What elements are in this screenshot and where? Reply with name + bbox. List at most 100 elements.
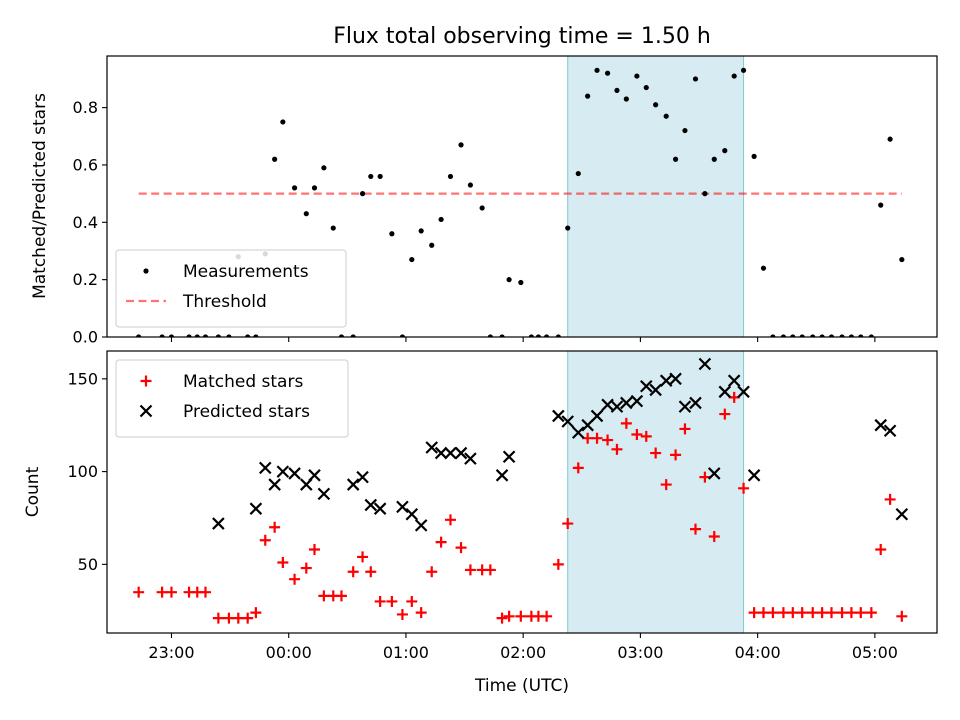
data-point	[215, 334, 221, 337]
data-point	[389, 231, 395, 237]
data-point	[414, 519, 428, 532]
data-point	[374, 595, 386, 607]
x-axis-label: Time (UTC)	[474, 676, 569, 696]
data-point	[848, 334, 855, 337]
y-tick-label: 0.8	[73, 98, 98, 117]
data-point	[159, 334, 165, 337]
top-y-axis-label: Matched/Predicted stars	[30, 93, 50, 299]
x-tick-label: 23:00	[148, 643, 194, 662]
data-point	[878, 202, 884, 208]
data-point	[594, 67, 600, 73]
data-point	[659, 374, 673, 387]
legend-label: Matched stars	[183, 372, 303, 392]
y-tick-label: 50	[78, 555, 98, 574]
series-matched-stars	[133, 391, 908, 624]
data-point	[858, 334, 864, 337]
y-tick-label: 0.6	[73, 155, 98, 174]
data-point	[663, 113, 669, 119]
data-point	[268, 478, 281, 491]
data-point	[552, 409, 565, 423]
data-point	[368, 173, 374, 180]
legend-marker	[143, 268, 149, 274]
data-point	[865, 607, 877, 619]
data-point	[611, 443, 623, 455]
legend-box	[115, 359, 349, 438]
data-point	[601, 398, 614, 412]
data-point	[309, 544, 320, 556]
data-point	[415, 607, 427, 619]
data-point	[194, 334, 200, 337]
data-point	[719, 408, 731, 420]
data-point	[429, 242, 435, 248]
data-point	[350, 334, 356, 337]
data-point	[386, 595, 398, 607]
data-point	[895, 507, 909, 521]
data-point	[884, 493, 896, 505]
data-point	[330, 225, 336, 231]
axes-frame	[106, 350, 938, 634]
data-point	[425, 441, 439, 454]
data-point	[727, 374, 741, 387]
data-point	[887, 136, 893, 142]
data-point	[335, 590, 347, 602]
data-point	[787, 607, 799, 619]
x-tick-label: 01:00	[383, 643, 429, 662]
data-point	[614, 87, 620, 94]
data-point	[502, 450, 516, 464]
data-point	[737, 385, 750, 399]
data-point	[631, 428, 643, 440]
data-point	[770, 334, 776, 337]
data-point	[544, 334, 550, 337]
data-point	[670, 449, 682, 461]
data-point	[562, 518, 574, 530]
data-point	[711, 156, 717, 162]
data-point	[359, 191, 366, 197]
data-point	[883, 424, 897, 438]
data-point	[399, 334, 406, 337]
data-point	[610, 400, 624, 413]
series-predicted-stars	[212, 357, 909, 532]
data-point	[484, 564, 496, 576]
shaded-region	[567, 55, 745, 338]
data-point	[467, 182, 474, 188]
data-point	[649, 383, 662, 397]
data-point	[357, 551, 369, 563]
data-point	[875, 544, 887, 556]
data-point	[245, 334, 251, 337]
data-point	[373, 502, 387, 515]
data-point	[796, 607, 808, 619]
data-point	[518, 279, 524, 286]
data-point	[289, 573, 301, 585]
data-point	[689, 396, 702, 410]
legend: Matched stars Predicted stars	[115, 359, 349, 438]
data-point	[280, 119, 286, 125]
data-point	[528, 334, 534, 337]
data-point	[896, 610, 908, 622]
data-point	[728, 391, 740, 403]
data-point	[199, 586, 211, 598]
data-point	[620, 417, 632, 429]
data-point	[444, 446, 457, 460]
data-point	[165, 586, 177, 598]
data-point	[346, 478, 360, 491]
data-point	[836, 607, 848, 619]
data-point	[669, 372, 682, 386]
x-tick-label: 02:00	[500, 643, 546, 662]
data-point	[868, 334, 874, 337]
data-point	[464, 452, 477, 465]
data-point	[396, 500, 409, 514]
data-point	[672, 156, 679, 162]
data-point	[738, 482, 750, 494]
data-point	[311, 185, 318, 191]
y-tick-label: 100	[67, 462, 98, 481]
data-point	[364, 498, 378, 512]
data-point	[487, 334, 493, 337]
data-point	[602, 434, 614, 446]
data-point	[444, 514, 456, 526]
data-point	[365, 566, 377, 578]
data-point	[321, 165, 327, 171]
bottom-y-axis-label: Count	[23, 466, 43, 517]
data-point	[317, 487, 331, 501]
data-point	[682, 127, 688, 134]
data-point	[571, 426, 585, 439]
